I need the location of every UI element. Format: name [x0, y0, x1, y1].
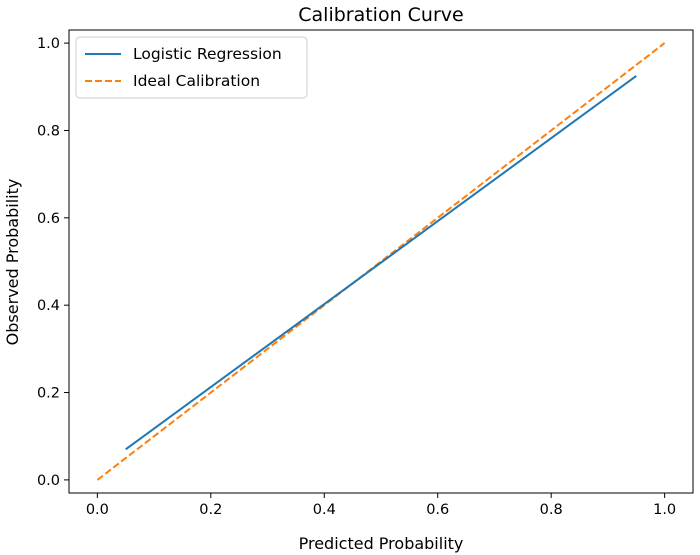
- y-axis-label: Observed Probability: [3, 179, 22, 346]
- x-tick-label: 0.8: [540, 502, 563, 518]
- x-tick-label: 1.0: [653, 502, 676, 518]
- chart-title: Calibration Curve: [298, 4, 463, 26]
- x-tick-label: 0.2: [199, 502, 222, 518]
- x-tick-label: 0.4: [313, 502, 336, 518]
- legend: Logistic Regression Ideal Calibration: [75, 36, 308, 99]
- y-tick-label: 1.0: [37, 36, 60, 52]
- x-tick-label: 0.6: [426, 502, 449, 518]
- legend-label-logistic-regression: Logistic Regression: [133, 45, 282, 63]
- x-tick-label: 0.0: [86, 502, 109, 518]
- y-tick-label: 0.2: [37, 386, 60, 402]
- y-tick-label: 0.6: [37, 211, 60, 227]
- y-tick-label: 0.4: [37, 298, 60, 314]
- legend-box: [75, 36, 308, 99]
- legend-label-ideal-calibration: Ideal Calibration: [133, 72, 260, 90]
- series-lines: [96, 42, 666, 481]
- y-tick-label: 0.0: [37, 473, 60, 489]
- series-line-ideal-calibration: [96, 42, 666, 481]
- x-axis-label: Predicted Probability: [299, 534, 464, 553]
- series-line-logistic-regression: [125, 75, 637, 451]
- axis-ticks: 0.0 0.2 0.4 0.6 0.8 1.0 0.0 0.2 0.4 0.6 0.8 1.0: [37, 36, 676, 518]
- y-tick-label: 0.8: [37, 123, 60, 139]
